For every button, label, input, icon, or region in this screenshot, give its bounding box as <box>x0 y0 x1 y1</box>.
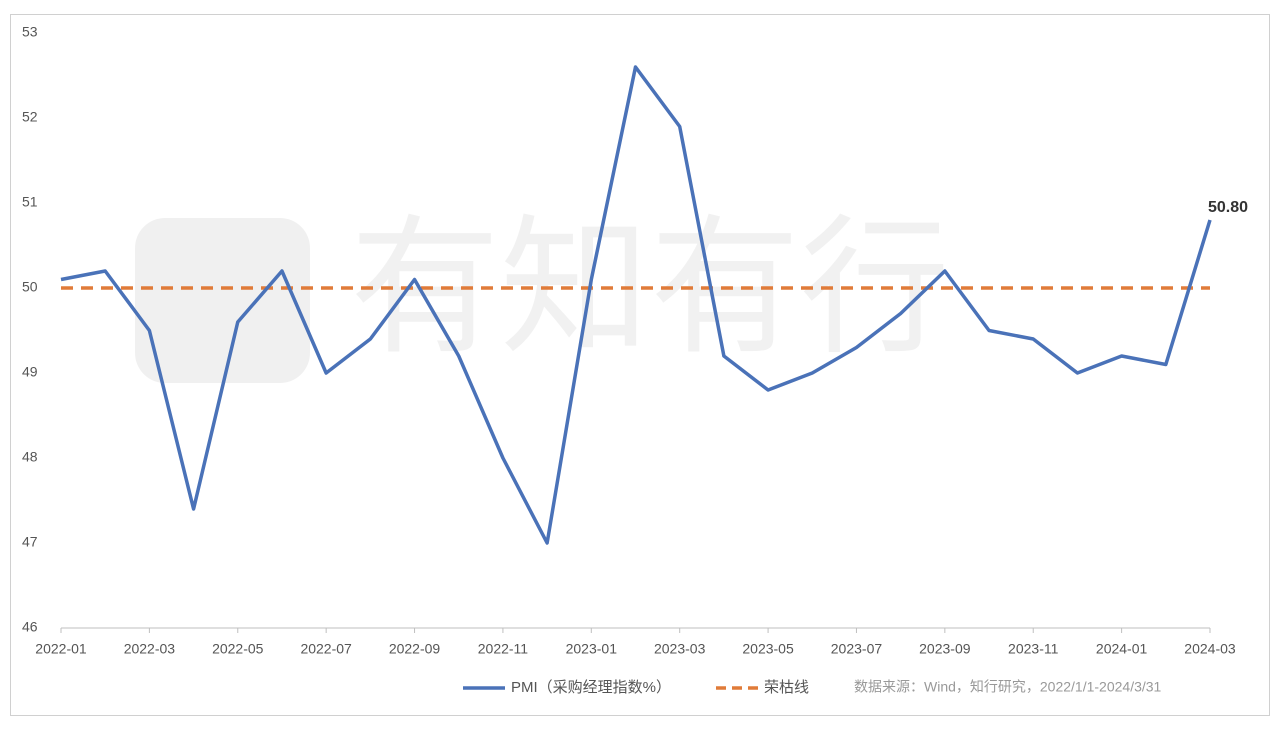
source-note: 数据来源：Wind，知行研究，2022/1/1-2024/3/31 <box>854 679 1162 695</box>
x-tick-label: 2023-01 <box>566 641 618 657</box>
series-line <box>60 65 1212 545</box>
legend-label: PMI（采购经理指数%） <box>511 679 671 696</box>
y-tick-label: 52 <box>22 109 38 125</box>
y-tick-label: 50 <box>22 279 38 295</box>
x-tick-label: 2022-11 <box>478 641 529 657</box>
x-tick-label: 2022-07 <box>300 641 352 657</box>
x-tick-label: 2023-09 <box>919 641 971 657</box>
data-label: 50.80 <box>1208 199 1248 216</box>
x-tick-label: 2023-03 <box>654 641 706 657</box>
y-tick-label: 48 <box>22 449 38 465</box>
x-tick-label: 2022-03 <box>124 641 176 657</box>
x-tick-label: 2023-05 <box>742 641 794 657</box>
x-tick-label: 2024-03 <box>1184 641 1236 657</box>
x-tick-label: 2022-01 <box>35 641 87 657</box>
x-tick-label: 2024-01 <box>1096 641 1148 657</box>
x-tick-label: 2022-05 <box>212 641 264 657</box>
y-tick-label: 51 <box>22 194 38 210</box>
x-tick-label: 2023-07 <box>831 641 883 657</box>
y-tick-label: 53 <box>22 24 38 40</box>
y-tick-label: 47 <box>22 534 38 550</box>
legend-label: 荣枯线 <box>764 679 809 696</box>
y-tick-label: 49 <box>22 364 38 380</box>
x-tick-label: 2023-11 <box>1008 641 1059 657</box>
y-tick-label: 46 <box>22 619 38 635</box>
chart-frame <box>10 14 1270 716</box>
watermark-logo <box>135 218 310 383</box>
x-tick-label: 2022-09 <box>389 641 441 657</box>
